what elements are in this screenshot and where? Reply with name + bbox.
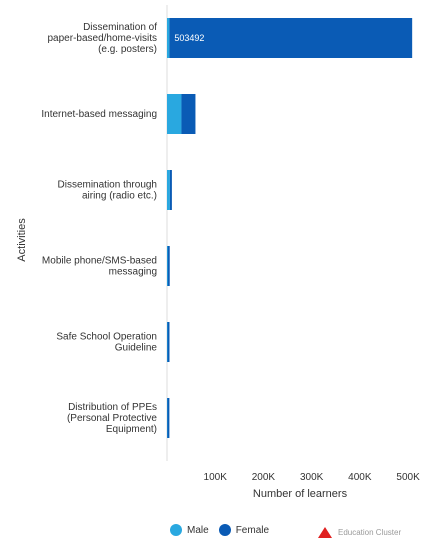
legend-swatch-female (218, 524, 231, 536)
legend-item-female[interactable]: Female (218, 524, 270, 536)
bar-male-2[interactable] (167, 170, 170, 210)
x-axis-title: Number of learners (253, 488, 348, 500)
y-axis-title: Activities (16, 218, 28, 262)
legend-label-female: Female (235, 524, 270, 536)
x-tick-label: 100K (204, 472, 228, 483)
bar-female-3[interactable] (167, 246, 170, 286)
x-tick-label: 500K (396, 472, 420, 483)
category-label: Safe School Operation Guideline (56, 332, 157, 354)
legend-item-male[interactable]: Male (170, 524, 209, 536)
category-label: Dissemination through airing (radio etc.) (58, 180, 158, 202)
bar-female-1[interactable] (181, 94, 196, 134)
bar-female-0[interactable] (169, 18, 413, 58)
logo-mark-icon (318, 527, 332, 538)
category-label: Distribution of PPEs (Personal Protective… (67, 402, 157, 435)
bar-male-0[interactable] (167, 18, 170, 58)
data-label: 503492 (174, 33, 204, 43)
bar-female-2[interactable] (169, 170, 172, 210)
bar-female-4[interactable] (167, 322, 170, 362)
bar-female-5[interactable] (167, 398, 170, 438)
x-tick-label: 400K (348, 472, 372, 483)
x-tick-label: 300K (300, 472, 324, 483)
education-cluster-logo: Education Cluster (318, 527, 401, 538)
x-tick-label: 200K (252, 472, 276, 483)
category-label: Dissemination of paper-based/home-visits(… (48, 22, 158, 55)
legend: Male Female (170, 524, 269, 536)
legend-swatch-male (170, 524, 182, 536)
category-label: Internet-based messaging (41, 109, 157, 120)
logo-text: Education Cluster (338, 528, 402, 537)
plot-area: Dissemination of paper-based/home-visits(… (41, 5, 420, 483)
legend-label-male: Male (187, 524, 209, 536)
bar-male-1[interactable] (167, 94, 182, 134)
category-label: Mobile phone/SMS-based messaging (42, 256, 157, 278)
